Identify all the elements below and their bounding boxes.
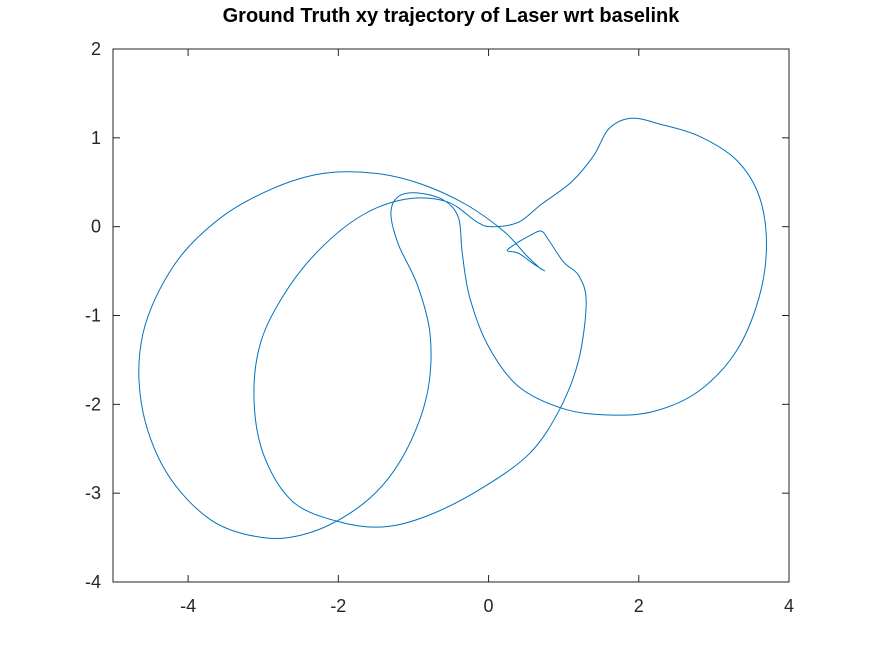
x-axis-tick-labels: -4 -2 0 2 4: [180, 596, 794, 616]
chart-title: Ground Truth xy trajectory of Laser wrt …: [223, 5, 681, 27]
plot-frame: [112, 48, 790, 583]
y-tick-label: -2: [85, 394, 101, 414]
axis-ticks: [113, 48, 790, 583]
x-tick-label: 0: [484, 596, 494, 616]
y-tick-label: 0: [91, 217, 101, 237]
x-tick-label: 4: [784, 596, 794, 616]
trajectory-line: [138, 117, 768, 539]
y-tick-label: 2: [91, 39, 101, 59]
y-tick-label: -4: [85, 572, 101, 592]
x-tick-label: -2: [330, 596, 346, 616]
y-tick-label: 1: [91, 128, 101, 148]
x-tick-label: 2: [634, 596, 644, 616]
y-tick-label: -3: [85, 483, 101, 503]
y-tick-label: -1: [85, 306, 101, 326]
x-tick-label: -4: [180, 596, 196, 616]
y-axis-tick-labels: -4 -3 -2 -1 0 1 2: [85, 39, 101, 592]
